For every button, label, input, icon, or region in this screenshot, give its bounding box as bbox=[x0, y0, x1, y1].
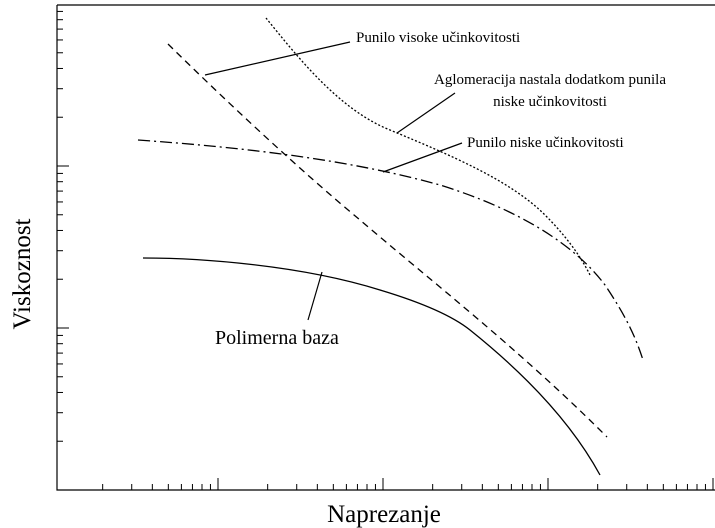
label: niske učinkovitosti bbox=[493, 94, 607, 110]
curve-agglomeration bbox=[265, 17, 591, 276]
label: Polimerna baza bbox=[215, 327, 339, 349]
label: Punilo visoke učinkovitosti bbox=[356, 30, 520, 46]
axes-frame bbox=[56, 4, 715, 491]
x-axis-label: Naprezanje bbox=[327, 501, 441, 528]
curve-polymer-base bbox=[142, 257, 601, 476]
y-axis-label: Viskoznost bbox=[9, 218, 36, 329]
leader-line bbox=[396, 92, 456, 134]
leader-line bbox=[307, 271, 323, 321]
leader-line bbox=[382, 142, 463, 173]
ticks bbox=[57, 10, 714, 490]
label: Aglomeracija nastala dodatkom punila bbox=[434, 72, 666, 88]
leader-line bbox=[204, 41, 351, 76]
curve-high-filler bbox=[167, 43, 608, 438]
label: Punilo niske učinkovitosti bbox=[467, 135, 624, 151]
curve-low-filler bbox=[137, 139, 644, 361]
